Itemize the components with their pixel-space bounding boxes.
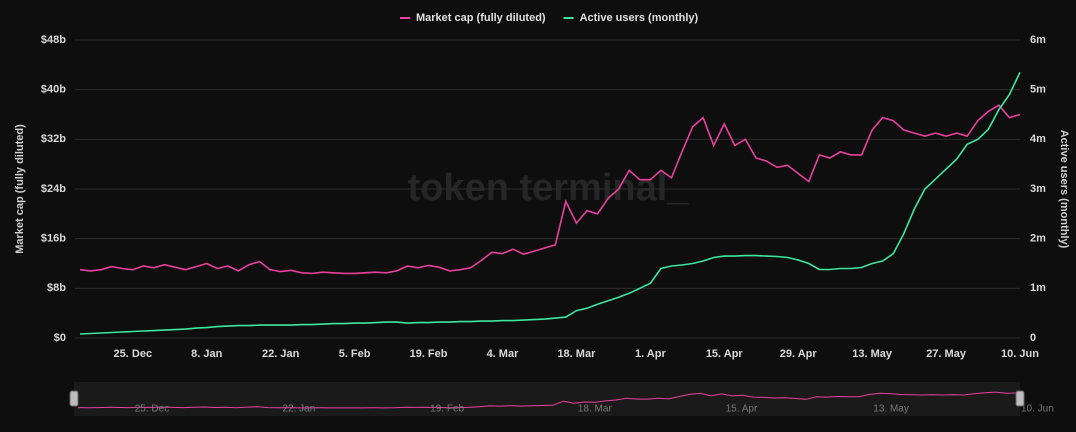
series-line (77, 391, 1018, 409)
series-line (79, 71, 1021, 335)
x-tick-label: 10. Jun (1001, 348, 1039, 360)
x-tick-label: 19. Feb (410, 348, 448, 360)
navigator-handle[interactable] (1015, 390, 1025, 407)
x-tick-label: 29. Apr (780, 348, 818, 360)
x-tick-label: 22. Jan (262, 348, 300, 360)
x-tick-label: 15. Apr (706, 348, 744, 360)
navigator-label: 25. Dec (135, 404, 169, 415)
y-tick-label: $0 (54, 332, 66, 344)
legend-item[interactable]: Market cap (fully diluted) (400, 12, 546, 24)
y2-tick-label: 5m (1030, 84, 1046, 96)
navigator-label: 15. Apr (726, 404, 758, 415)
y2-tick-label: 6m (1030, 34, 1046, 46)
x-tick-label: 25. Dec (114, 348, 153, 360)
y2-tick-label: 3m (1030, 183, 1046, 195)
y2-tick-label: 0 (1030, 332, 1036, 344)
legend-label: Market cap (fully diluted) (416, 12, 546, 24)
series-line (79, 104, 1021, 275)
watermark: token terminal_ (408, 167, 690, 209)
y-tick-label: $16b (41, 233, 66, 245)
navigator-label: 10. Jun (1021, 404, 1054, 415)
x-tick-label: 1. Apr (635, 348, 666, 360)
x-tick-label: 27. May (926, 348, 967, 360)
navigator-label: 13. May (873, 404, 909, 415)
navigator-label: 18. Mar (578, 404, 613, 415)
x-tick-label: 13. May (852, 348, 893, 360)
x-tick-label: 4. Mar (487, 348, 520, 360)
navigator-handle[interactable] (69, 390, 79, 407)
y-tick-label: $40b (41, 84, 66, 96)
y2-axis-label: Active users (monthly) (1058, 130, 1070, 249)
y-tick-label: $8b (47, 282, 66, 294)
navigator-label: 22. Jan (282, 404, 315, 415)
navigator[interactable] (74, 382, 1020, 416)
y2-tick-label: 2m (1030, 233, 1046, 245)
y-tick-label: $32b (41, 133, 66, 145)
y2-tick-label: 4m (1030, 133, 1046, 145)
x-tick-label: 18. Mar (557, 348, 596, 360)
y-tick-label: $48b (41, 34, 66, 46)
y-axis-label: Market cap (fully diluted) (14, 124, 26, 254)
x-tick-label: 8. Jan (191, 348, 222, 360)
y2-tick-label: 1m (1030, 282, 1046, 294)
legend-item[interactable]: Active users (monthly) (563, 12, 699, 24)
x-tick-label: 5. Feb (339, 348, 371, 360)
y-tick-label: $24b (41, 183, 66, 195)
legend-label: Active users (monthly) (580, 12, 699, 24)
navigator-label: 19. Feb (430, 404, 464, 415)
